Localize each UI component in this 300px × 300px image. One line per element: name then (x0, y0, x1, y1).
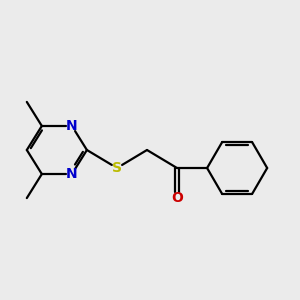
Text: S: S (112, 161, 122, 175)
Text: N: N (66, 119, 78, 133)
Text: O: O (171, 191, 183, 205)
Text: N: N (66, 167, 78, 181)
